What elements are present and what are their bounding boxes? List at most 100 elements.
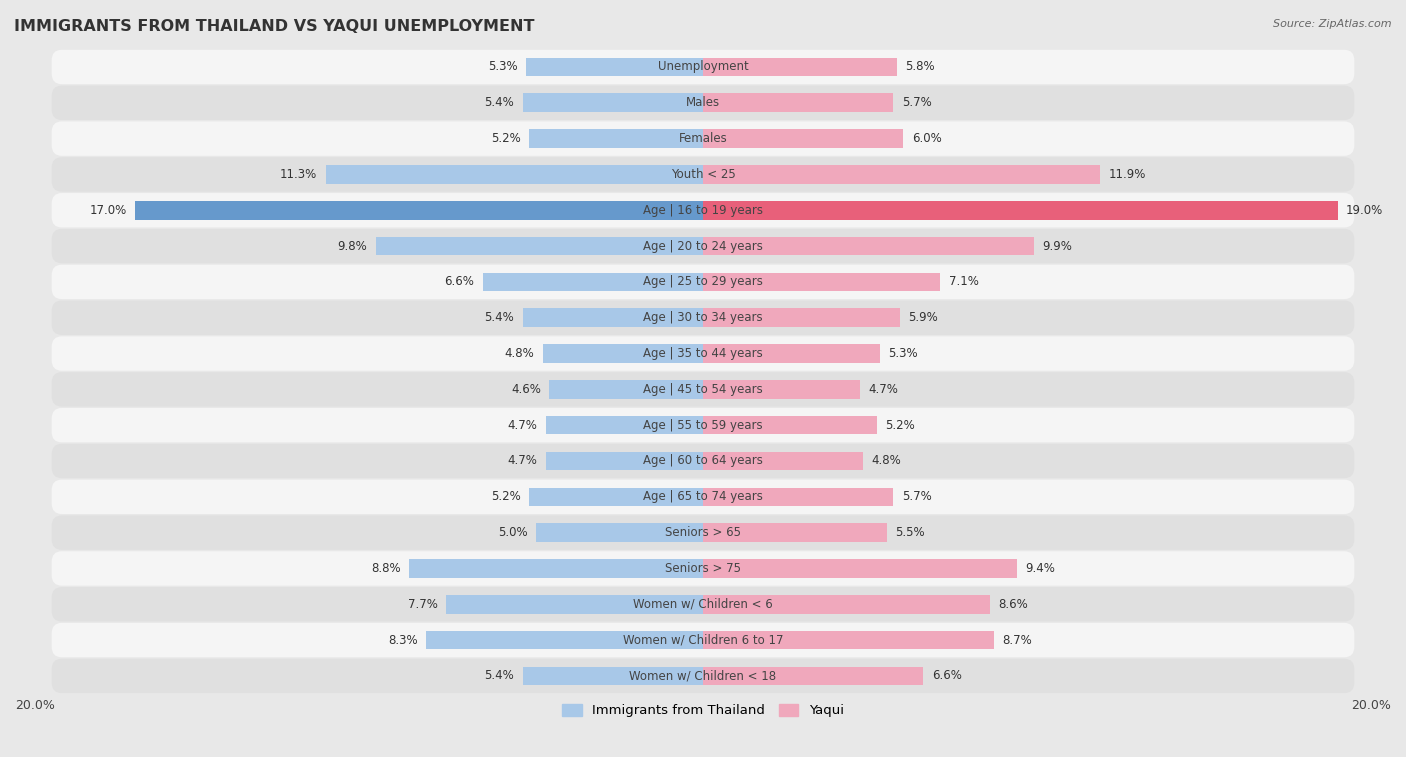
FancyBboxPatch shape	[52, 336, 1354, 371]
Text: 5.7%: 5.7%	[901, 96, 932, 109]
Text: Seniors > 75: Seniors > 75	[665, 562, 741, 575]
Bar	[546, 452, 703, 470]
Bar	[703, 380, 860, 399]
FancyBboxPatch shape	[52, 623, 1354, 657]
Text: 5.2%: 5.2%	[884, 419, 915, 431]
FancyBboxPatch shape	[52, 157, 1354, 192]
Text: Age | 55 to 59 years: Age | 55 to 59 years	[643, 419, 763, 431]
Text: 4.6%: 4.6%	[512, 383, 541, 396]
Text: 5.3%: 5.3%	[488, 61, 517, 73]
Text: 9.9%: 9.9%	[1042, 239, 1071, 253]
FancyBboxPatch shape	[52, 86, 1354, 120]
Bar	[446, 595, 703, 614]
Bar	[426, 631, 703, 650]
Bar	[543, 344, 703, 363]
Text: Age | 65 to 74 years: Age | 65 to 74 years	[643, 491, 763, 503]
Text: 9.8%: 9.8%	[337, 239, 367, 253]
FancyBboxPatch shape	[52, 372, 1354, 407]
Text: 8.8%: 8.8%	[371, 562, 401, 575]
Bar	[703, 344, 880, 363]
Bar	[409, 559, 703, 578]
FancyBboxPatch shape	[52, 265, 1354, 299]
Text: 5.2%: 5.2%	[491, 132, 522, 145]
Text: 5.2%: 5.2%	[491, 491, 522, 503]
FancyBboxPatch shape	[52, 480, 1354, 514]
Legend: Immigrants from Thailand, Yaqui: Immigrants from Thailand, Yaqui	[557, 699, 849, 723]
Bar	[703, 308, 900, 327]
Bar	[135, 201, 703, 220]
Bar	[703, 201, 1337, 220]
Text: 5.3%: 5.3%	[889, 347, 918, 360]
Text: 5.4%: 5.4%	[485, 96, 515, 109]
Bar	[523, 308, 703, 327]
Text: 4.7%: 4.7%	[508, 419, 537, 431]
Text: 11.9%: 11.9%	[1109, 168, 1146, 181]
Bar	[529, 129, 703, 148]
Text: Age | 60 to 64 years: Age | 60 to 64 years	[643, 454, 763, 468]
Text: 7.7%: 7.7%	[408, 598, 437, 611]
Text: Age | 30 to 34 years: Age | 30 to 34 years	[643, 311, 763, 324]
Bar	[526, 58, 703, 76]
Bar	[703, 93, 893, 112]
Bar	[703, 452, 863, 470]
Text: Women w/ Children < 6: Women w/ Children < 6	[633, 598, 773, 611]
FancyBboxPatch shape	[52, 229, 1354, 263]
Text: Age | 45 to 54 years: Age | 45 to 54 years	[643, 383, 763, 396]
Text: 17.0%: 17.0%	[90, 204, 127, 217]
Bar	[703, 631, 994, 650]
FancyBboxPatch shape	[52, 121, 1354, 156]
Text: 8.7%: 8.7%	[1002, 634, 1032, 646]
Text: Unemployment: Unemployment	[658, 61, 748, 73]
Text: 19.0%: 19.0%	[1346, 204, 1384, 217]
Bar	[703, 488, 893, 506]
Text: Age | 16 to 19 years: Age | 16 to 19 years	[643, 204, 763, 217]
Bar	[550, 380, 703, 399]
Bar	[703, 559, 1017, 578]
Text: 5.8%: 5.8%	[905, 61, 935, 73]
FancyBboxPatch shape	[52, 408, 1354, 442]
Bar	[546, 416, 703, 435]
Text: 8.3%: 8.3%	[388, 634, 418, 646]
FancyBboxPatch shape	[52, 551, 1354, 586]
FancyBboxPatch shape	[52, 193, 1354, 227]
Text: 5.5%: 5.5%	[896, 526, 925, 539]
Text: Seniors > 65: Seniors > 65	[665, 526, 741, 539]
Text: 8.6%: 8.6%	[998, 598, 1028, 611]
Text: 4.7%: 4.7%	[869, 383, 898, 396]
Bar	[703, 58, 897, 76]
Bar	[482, 273, 703, 291]
Text: 5.7%: 5.7%	[901, 491, 932, 503]
Bar	[523, 667, 703, 685]
Text: 6.0%: 6.0%	[911, 132, 942, 145]
Bar	[703, 667, 924, 685]
Bar	[523, 93, 703, 112]
Bar	[703, 165, 1101, 184]
FancyBboxPatch shape	[52, 301, 1354, 335]
FancyBboxPatch shape	[52, 659, 1354, 693]
Text: 5.4%: 5.4%	[485, 311, 515, 324]
Text: 5.0%: 5.0%	[498, 526, 527, 539]
Text: Youth < 25: Youth < 25	[671, 168, 735, 181]
Bar	[703, 237, 1033, 255]
Bar	[326, 165, 703, 184]
Bar	[375, 237, 703, 255]
FancyBboxPatch shape	[52, 50, 1354, 84]
Bar	[529, 488, 703, 506]
Text: 11.3%: 11.3%	[280, 168, 318, 181]
Text: 9.4%: 9.4%	[1025, 562, 1056, 575]
FancyBboxPatch shape	[52, 444, 1354, 478]
Text: Women w/ Children 6 to 17: Women w/ Children 6 to 17	[623, 634, 783, 646]
Text: 4.8%: 4.8%	[505, 347, 534, 360]
Bar	[703, 273, 941, 291]
FancyBboxPatch shape	[52, 587, 1354, 621]
Text: 5.4%: 5.4%	[485, 669, 515, 682]
Text: Males: Males	[686, 96, 720, 109]
Text: IMMIGRANTS FROM THAILAND VS YAQUI UNEMPLOYMENT: IMMIGRANTS FROM THAILAND VS YAQUI UNEMPL…	[14, 19, 534, 34]
Text: 6.6%: 6.6%	[932, 669, 962, 682]
Text: Women w/ Children < 18: Women w/ Children < 18	[630, 669, 776, 682]
Text: 4.7%: 4.7%	[508, 454, 537, 468]
Text: 7.1%: 7.1%	[949, 276, 979, 288]
Text: Age | 35 to 44 years: Age | 35 to 44 years	[643, 347, 763, 360]
Bar	[703, 416, 877, 435]
FancyBboxPatch shape	[52, 516, 1354, 550]
